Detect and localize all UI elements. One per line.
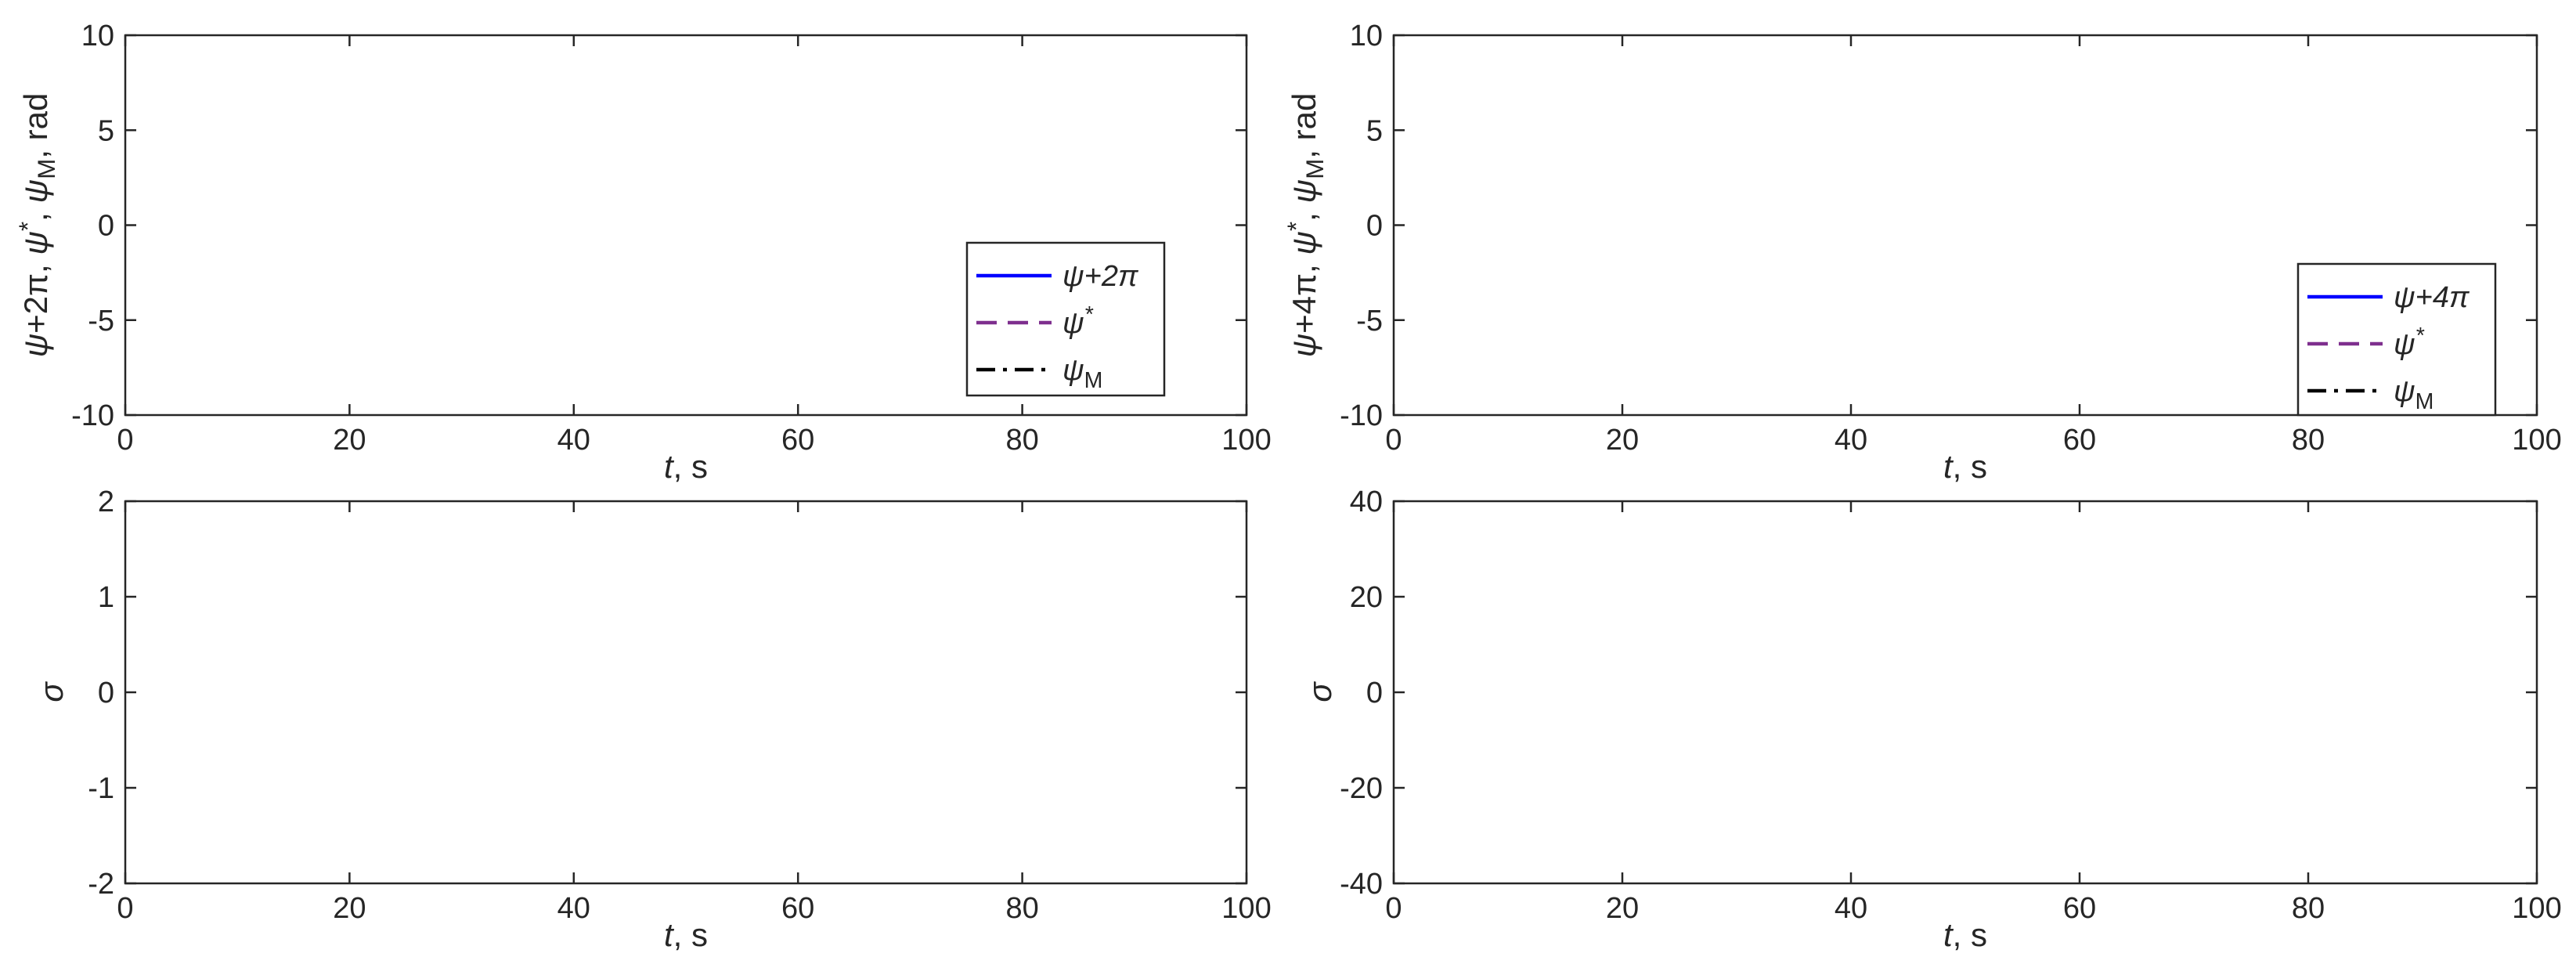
x-tick-label: 20 <box>1606 424 1639 457</box>
x-axis-label: t, s <box>664 916 708 953</box>
legend-box <box>2296 262 2497 417</box>
y-axis-label: ψ+2π, ψ*, ψM, rad <box>13 93 60 358</box>
x-tick-label: 100 <box>2512 424 2561 457</box>
x-tick-label: 40 <box>557 892 590 925</box>
legend-box <box>965 241 1166 397</box>
y-axis-label: ψ+4π, ψ*, ψM, rad <box>1282 93 1329 358</box>
x-tick-label: 40 <box>1835 892 1867 925</box>
y-tick-label: 10 <box>81 20 114 52</box>
x-tick-label: 100 <box>1221 424 1271 457</box>
x-tick-label: 40 <box>1835 424 1867 457</box>
legend-label-2: ψ* <box>1063 302 1094 340</box>
legend: ψ+2π ψ* ψM <box>965 241 1166 397</box>
x-tick-label: 80 <box>1005 424 1038 457</box>
x-tick-label: 60 <box>781 892 814 925</box>
x-tick-label: 0 <box>1385 892 1402 925</box>
legend-label-3: ψM <box>2394 375 2433 414</box>
axes-frame <box>124 500 1248 885</box>
x-tick-label: 0 <box>117 424 133 457</box>
x-tick-label: 60 <box>2063 892 2096 925</box>
chart-panel-top-right: 0 20 40 60 80 100 -10 -5 0 5 10 t, s ψ+4π, ψ*, ψM, r… <box>1282 20 2562 485</box>
y-tick-label: 0 <box>1366 677 1383 710</box>
x-tick-label: 20 <box>333 424 366 457</box>
legend-label-1: ψ+4π <box>2394 281 2470 314</box>
y-tick-label: -1 <box>88 772 114 805</box>
y-tick-label: 2 <box>98 486 114 518</box>
x-tick-label: 0 <box>1385 424 1402 457</box>
y-tick-label: -10 <box>1340 399 1383 432</box>
y-tick-label: 5 <box>98 114 114 147</box>
y-tick-label: -10 <box>71 399 114 432</box>
y-tick-label: -5 <box>1356 305 1383 338</box>
x-tick-label: 60 <box>2063 424 2096 457</box>
y-tick-label: 0 <box>98 210 114 243</box>
y-axis-label: σ <box>33 681 70 702</box>
legend-label-1: ψ+2π <box>1063 260 1139 293</box>
x-tick-label: 0 <box>117 892 133 925</box>
chart-panel-top-left: 0 20 40 60 80 100 -10 -5 0 5 10 t, s ψ+2π, ψ*, ψM, r… <box>13 20 1272 485</box>
y-tick-label: 20 <box>1350 581 1383 614</box>
y-tick-label: 5 <box>1366 114 1383 147</box>
y-tick-label: -20 <box>1340 772 1383 805</box>
x-axis-label: t, s <box>664 448 708 485</box>
y-tick-label: 0 <box>98 677 114 710</box>
chart-panel-bottom-left: 0 20 40 60 80 100 -2 -1 0 1 2 t, s σ <box>33 486 1272 953</box>
y-tick-label: -40 <box>1340 868 1383 901</box>
x-tick-label: 20 <box>1606 892 1639 925</box>
chart-panel-bottom-right: 0 20 40 60 80 100 -40 -20 0 20 40 t, s σ <box>1301 486 2562 953</box>
y-tick-label: 0 <box>1366 210 1383 243</box>
x-axis-label: t, s <box>1943 448 1987 485</box>
x-tick-label: 100 <box>2512 892 2561 925</box>
x-tick-label: 20 <box>333 892 366 925</box>
x-tick-label: 60 <box>781 424 814 457</box>
x-tick-label: 40 <box>557 424 590 457</box>
x-tick-label: 80 <box>2292 892 2325 925</box>
legend-label-2: ψ* <box>2394 323 2425 361</box>
y-axis-label: σ <box>1301 681 1338 702</box>
x-tick-label: 80 <box>1005 892 1038 925</box>
y-tick-label: 10 <box>1350 20 1383 52</box>
y-tick-label: 1 <box>98 581 114 614</box>
y-tick-label: -5 <box>88 305 114 338</box>
legend-label-3: ψM <box>1063 354 1102 393</box>
x-axis-label: t, s <box>1943 916 1987 953</box>
y-tick-label: 40 <box>1350 486 1383 518</box>
axes-frame <box>1392 500 2538 885</box>
x-tick-label: 80 <box>2292 424 2325 457</box>
y-tick-label: -2 <box>88 868 114 901</box>
x-tick-label: 100 <box>1221 892 1271 925</box>
legend: ψ+4π ψ* ψM <box>2296 262 2497 417</box>
